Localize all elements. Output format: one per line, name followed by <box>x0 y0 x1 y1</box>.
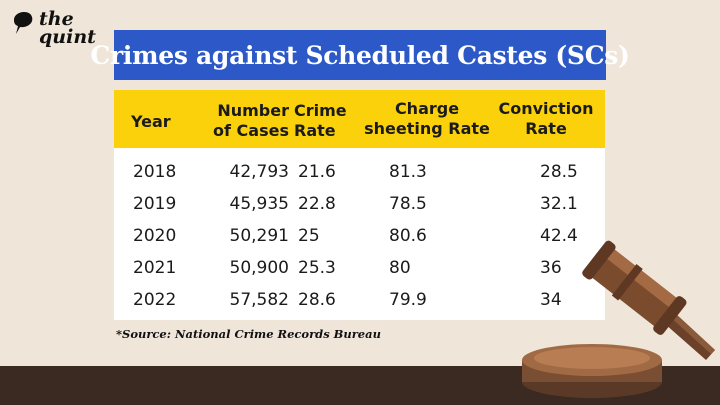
cell-crime-rate: 28.6 <box>298 290 336 310</box>
table-row: 2019 45,935 22.8 78.5 32.1 <box>114 189 605 219</box>
cell-conviction-rate: 34 <box>540 290 562 310</box>
gavel-icon <box>522 240 715 398</box>
cell-cases: 42,793 <box>229 162 289 182</box>
cell-year: 2021 <box>133 258 177 278</box>
cell-year: 2020 <box>133 226 177 246</box>
cell-year: 2019 <box>133 194 177 214</box>
cell-charge-rate: 81.3 <box>389 162 427 182</box>
data-table: Year Number of Cases Crime Rate Charge s… <box>114 90 605 320</box>
cell-cases: 50,900 <box>229 258 289 278</box>
table-row: 2018 42,793 21.6 81.3 28.5 <box>114 157 605 187</box>
header-conviction-rate-line1: Conviction <box>498 99 594 118</box>
cell-crime-rate: 25 <box>298 226 320 246</box>
header-charge-rate-line1: Charge <box>394 99 460 118</box>
table-row: 2020 50,291 25 80.6 42.4 <box>114 221 605 251</box>
cell-cases: 45,935 <box>229 194 289 214</box>
header-charge-rate: Charge sheeting Rate <box>362 99 492 139</box>
cell-year: 2022 <box>133 290 177 310</box>
header-crime-rate: Crime Rate <box>294 101 347 141</box>
cell-crime-rate: 21.6 <box>298 162 336 182</box>
cell-year: 2018 <box>133 162 177 182</box>
header-conviction-rate: Conviction Rate <box>498 99 594 139</box>
header-cases-line1: Number <box>217 101 289 120</box>
cell-charge-rate: 80 <box>389 258 411 278</box>
cell-conviction-rate: 36 <box>540 258 562 278</box>
brand-logo: the quint <box>12 6 102 52</box>
cell-conviction-rate: 32.1 <box>540 194 578 214</box>
header-crime-rate-line2: Rate <box>294 121 336 140</box>
title-banner: Crimes against Scheduled Castes (SCs) <box>90 30 630 80</box>
table-row: 2021 50,900 25.3 80 36 <box>114 253 605 283</box>
cell-cases: 50,291 <box>229 226 289 246</box>
page-title: Crimes against Scheduled Castes (SCs) <box>90 40 630 70</box>
cell-crime-rate: 25.3 <box>298 258 336 278</box>
brand-wordmark: the quint <box>39 8 109 48</box>
cell-charge-rate: 78.5 <box>389 194 427 214</box>
brand-line-1: the <box>39 8 74 30</box>
header-conviction-rate-line2: Rate <box>525 119 567 138</box>
header-cases-line2: of Cases <box>213 121 289 140</box>
cell-charge-rate: 79.9 <box>389 290 427 310</box>
header-charge-rate-line2: sheeting Rate <box>364 119 490 138</box>
cell-conviction-rate: 28.5 <box>540 162 578 182</box>
cell-cases: 57,582 <box>229 290 289 310</box>
header-crime-rate-line1: Crime <box>294 101 347 120</box>
table-row: 2022 57,582 28.6 79.9 34 <box>114 285 605 315</box>
source-note: *Source: National Crime Records Bureau <box>116 327 381 341</box>
cell-crime-rate: 22.8 <box>298 194 336 214</box>
brand-line-2: quint <box>39 26 96 48</box>
quint-logo-icon <box>14 11 33 34</box>
header-cases: Number of Cases <box>206 101 289 141</box>
cell-conviction-rate: 42.4 <box>540 226 578 246</box>
cell-charge-rate: 80.6 <box>389 226 427 246</box>
header-year: Year <box>131 112 171 131</box>
table-header: Year Number of Cases Crime Rate Charge s… <box>114 90 605 148</box>
